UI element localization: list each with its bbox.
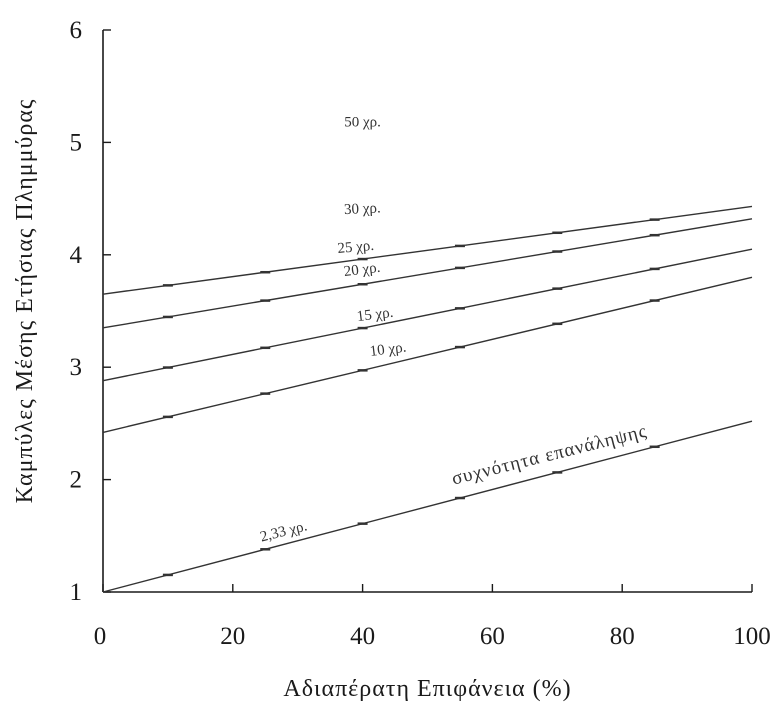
series-label: 30 χρ. [344, 200, 381, 218]
series-line [102, 276, 753, 434]
series-labels: 2,33 χρ. 10 χρ. 15 χρ. 20 χρ. 25 χρ. 30 χρ. 50… [259, 115, 408, 546]
x-tick-label: 60 [480, 623, 505, 650]
y-tick-label: 2 [70, 467, 83, 494]
series-line [102, 420, 753, 593]
axes [102, 30, 752, 593]
ticks: 0 20 40 60 80 100 1 2 3 4 5 6 [70, 17, 771, 650]
x-tick-label: 40 [350, 623, 375, 650]
series-label: 15 χρ. [356, 305, 394, 325]
series-lines [102, 205, 753, 593]
x-tick-label: 100 [733, 623, 771, 650]
x-tick-label: 80 [610, 623, 635, 650]
series-line [102, 205, 753, 295]
series-label: 20 χρ. [343, 260, 381, 280]
frequency-annotation: συχνότητα επανάληψης [450, 421, 650, 490]
series-label: 10 χρ. [369, 340, 407, 360]
y-tick-label: 3 [70, 354, 83, 381]
x-tick-label: 20 [220, 623, 245, 650]
x-axis-title: Αδιαπέρατη Επιφάνεια (%) [283, 676, 571, 702]
series-line [102, 218, 753, 329]
y-tick-label: 4 [70, 242, 83, 269]
y-tick-label: 5 [70, 129, 83, 156]
y-tick-label: 6 [70, 17, 83, 44]
series-label: 25 χρ. [337, 238, 375, 257]
x-tick-label: 0 [94, 623, 107, 650]
y-tick-label: 1 [70, 579, 83, 606]
y-axis-title: Καμπύλες Μέσης Ετήσιας Πλημμύρας [12, 99, 38, 504]
series-label: 2,33 χρ. [259, 518, 309, 545]
series-line [102, 248, 753, 382]
series-label: 50 χρ. [344, 115, 381, 131]
